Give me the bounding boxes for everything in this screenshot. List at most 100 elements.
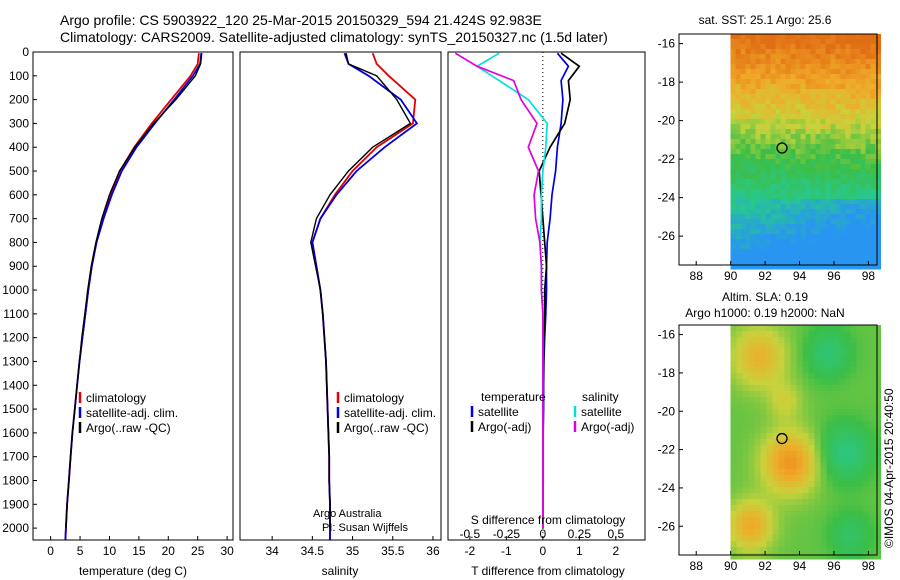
s-tick-label: 0 [540,527,547,541]
y-tick-label: -22 [658,152,676,166]
argo-position-marker [776,142,788,154]
y-tick-label: 900 [9,259,29,273]
x-tick-label: 88 [690,269,704,283]
x-axis-label: temperature (deg C) [79,564,187,578]
x-tick-label: 34 [265,544,279,558]
y-tick-label: -20 [658,114,676,128]
y-tick-label: 100 [9,69,29,83]
legend-label: satellite [478,405,519,419]
x-tick-label: 34.5 [301,544,325,558]
x-tick-label: 0 [47,544,54,558]
x-tick-label: -2 [465,544,476,558]
y-tick-label: -16 [658,328,676,342]
y-tick-label: 1400 [2,378,29,392]
y-tick-label: 1200 [2,331,29,345]
x-tick-label: 94 [793,269,807,283]
y-tick-label: 1900 [2,497,29,511]
x-tick-label: 1 [576,544,583,558]
y-tick-label: 1800 [2,473,29,487]
legend-header-temperature: temperature [481,390,546,404]
s-tick-label: -0.25 [493,527,521,541]
legend-label: satellite-adj. clim. [344,406,436,420]
sst-map: sat. SST: 25.1 Argo: 25.6 -16 -18 -20 -22 -24… [658,13,881,283]
y-tick-label: 1000 [2,283,29,297]
legend-label: climatology [86,391,146,405]
y-tick-label: 0 [22,45,29,59]
timestamp-watermark: ©IMOS 04-Apr-2015 20:40:50 [882,388,896,548]
series-line-argo-raw-qc- [310,53,412,529]
plot-frame [239,51,442,541]
map-title: Altim. SLA: 0.19 [722,290,808,304]
plot-frame [678,33,878,266]
sst-field [730,34,881,270]
series-line-climatology [64,53,200,541]
y-tick-label: -22 [658,443,676,457]
s-tick-label: 0.25 [568,527,592,541]
y-tick-label: 200 [9,93,29,107]
series-line-argo-raw-qc- [65,53,203,529]
s-tick-label: 0.5 [607,527,624,541]
sla-field [730,325,881,560]
y-tick-label: -24 [658,191,676,205]
plot-frame [678,324,878,556]
y-tick-label: -16 [658,37,676,51]
salinity-profile-chart: 34 34.5 35 35.5 36 salinity climatologysatelli… [239,51,442,578]
x-tick-label: 94 [793,559,807,573]
plot-frame [32,51,234,541]
map-subtitle: Argo h1000: 0.19 h2000: NaN [685,306,844,320]
difference-profile-chart: -2 -1 0 1 2 -0.5 -0.25 0 0.25 0.5S difference fro… [447,51,646,578]
x-tick-label: 92 [758,559,772,573]
series-line-temperature-argo-adj [538,52,581,529]
x-tick-label: 88 [690,559,704,573]
y-tick-label: 1700 [2,450,29,464]
header-line2: Climatology: CARS2009. Satellite-adjuste… [60,29,608,45]
x-tick-label: 92 [758,269,772,283]
y-tick-label: 2000 [2,521,29,535]
x-tick-label: 25 [191,544,205,558]
x-tick-label: 10 [103,544,117,558]
x-axis-label: salinity [322,564,359,578]
annotation-pi: PI: Susan Wijffels [322,522,408,534]
x-tick-label: 15 [132,544,146,558]
y-tick-label: -24 [658,481,676,495]
y-tick-label: 1100 [3,307,29,321]
legend-label: Argo(-adj) [478,420,531,434]
series-line-salinity-argo-adj [454,52,544,529]
x-tick-label: 35 [346,544,360,558]
y-tick-label: 500 [9,164,29,178]
x-tick-label: 98 [862,559,876,573]
x-tick-label: 0 [540,544,547,558]
legend-label: Argo(..raw -QC) [344,421,429,435]
y-tick-label: 1600 [2,426,29,440]
legend-label: Argo(..raw -QC) [86,421,171,435]
legend-label: Argo(-adj) [581,420,634,434]
y-tick-label: -18 [658,366,676,380]
legend-label: satellite-adj. clim. [86,406,178,420]
x-tick-label: 96 [827,269,841,283]
x-tick-label: 20 [162,544,176,558]
y-tick-label: -26 [658,229,676,243]
y-tick-label: 700 [9,212,29,226]
header-line1: Argo profile: CS 5903922_120 25-Mar-2015… [60,12,542,28]
x-tick-label: -1 [501,544,512,558]
x-tick-label: 96 [827,559,841,573]
y-tick-label: 1300 [2,354,29,368]
s-axis-label: S difference from climatology [471,513,626,527]
x-tick-label: 90 [724,269,738,283]
x-axis-label: T difference from climatology [471,564,625,578]
legend-label: satellite [581,405,622,419]
x-tick-label: 36 [426,544,440,558]
annotation-argo-australia: Argo Australia [313,508,382,520]
y-tick-label: 600 [9,188,29,202]
x-tick-label: 2 [612,544,619,558]
y-tick-label: -20 [658,404,676,418]
x-tick-label: 35.5 [381,544,405,558]
s-tick-label: -0.5 [460,527,481,541]
x-tick-label: 5 [77,544,84,558]
y-tick-label: 800 [9,235,29,249]
plot-frame [447,51,646,541]
y-tick-label: -18 [658,75,676,89]
y-tick-label: 400 [9,140,29,154]
x-tick-label: 30 [220,544,234,558]
